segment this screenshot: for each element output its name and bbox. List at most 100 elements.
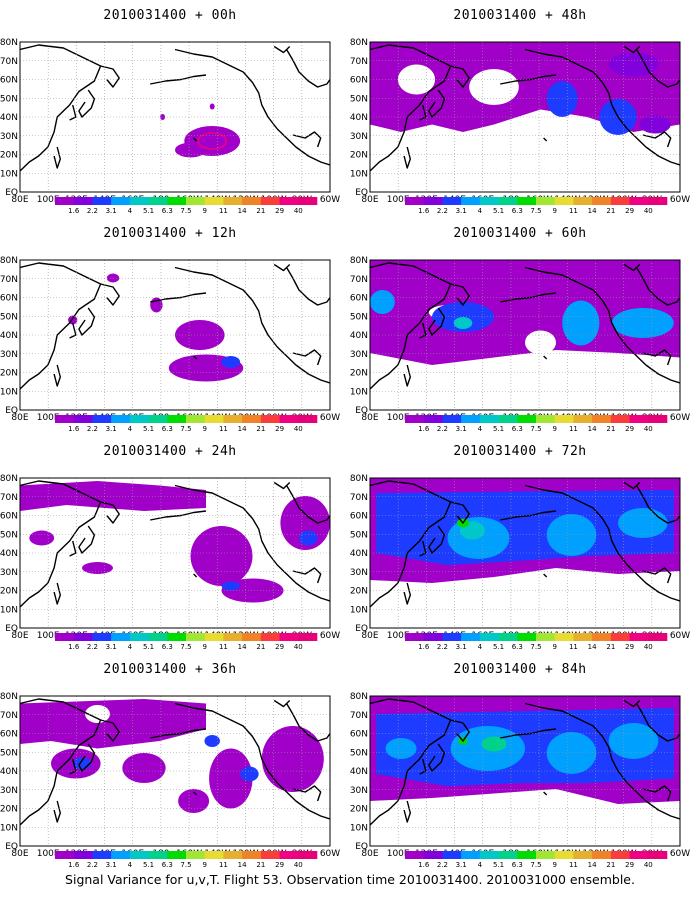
variance-contour (453, 317, 473, 329)
variance-field (160, 103, 241, 158)
colorbar-label: 14 (588, 643, 597, 651)
coastline (273, 699, 291, 708)
coastline (419, 540, 427, 557)
variance-contour (611, 308, 674, 338)
colorbar-swatch (260, 633, 280, 641)
variance-contour (618, 508, 668, 538)
colorbar-label: 2.2 (437, 643, 448, 651)
colorbar-label: 3.1 (456, 425, 467, 433)
map-frame (19, 259, 331, 411)
lat-label: 80N (0, 474, 18, 484)
lat-label: EQ (5, 406, 18, 416)
variance-field (370, 42, 680, 135)
colorbar-label: 1.6 (68, 425, 80, 433)
coastline (292, 349, 322, 366)
coastline (543, 791, 548, 796)
coastline (69, 540, 77, 557)
variance-contour (160, 114, 166, 120)
grid-lines (370, 260, 680, 410)
colorbar-swatch (517, 197, 537, 205)
lon-label: 80E (11, 631, 28, 641)
colorbar-label: 11 (569, 643, 578, 651)
colorbar-swatch (461, 633, 481, 641)
variance-contour (525, 330, 556, 355)
colorbar-label: 2.2 (437, 207, 448, 215)
colorbar-label: 4 (478, 207, 483, 215)
lat-label: 30N (350, 568, 368, 578)
variance-contour-high (197, 132, 227, 150)
colorbar-label: 3.1 (106, 207, 117, 215)
colorbar-swatch (129, 851, 149, 859)
colorbar-label: 9 (202, 643, 206, 651)
colorbar-swatch (423, 851, 443, 859)
lat-label: 10N (350, 169, 368, 179)
colorbar-swatch (536, 197, 556, 205)
lat-label: 40N (350, 113, 368, 123)
colorbar-swatch (517, 633, 537, 641)
colorbar: 1.6 2.2 3.1 4 5.1 6.3 7.5 9 11 14 21 29 40 (55, 633, 318, 651)
lat-label: 20N (350, 369, 368, 379)
coastline (20, 262, 102, 390)
colorbar-label: 40 (294, 643, 303, 651)
map-frame (19, 477, 331, 629)
colorbar-swatch (554, 851, 574, 859)
variance-contour (221, 356, 241, 368)
lat-label: 40N (0, 113, 18, 123)
lat-label: 20N (0, 587, 18, 597)
colorbar-swatch (554, 197, 574, 205)
colorbar-label: 4 (128, 207, 133, 215)
panel-title: 2010031400 + 00h (103, 8, 237, 23)
lat-label: 50N (0, 748, 18, 758)
coastlines (370, 698, 680, 826)
colorbar-swatch (498, 197, 518, 205)
colorbar-label: 14 (588, 861, 597, 869)
lat-label: 30N (350, 350, 368, 360)
colorbar-swatch (111, 197, 131, 205)
lat-label: 80N (350, 38, 368, 48)
variance-contour (240, 766, 259, 782)
coastline (193, 137, 198, 142)
colorbar-label: 5.1 (493, 425, 504, 433)
coastline (78, 525, 96, 554)
colorbar-swatch (442, 415, 462, 423)
colorbar-swatch (517, 415, 537, 423)
colorbar-label: 21 (606, 207, 615, 215)
map-panel-36h: 2010031400 + 36h 80N 70N 60N 50N 40N 30N 20N 10… (0, 654, 340, 869)
lon-label: 100E (37, 849, 60, 859)
colorbar-label: 40 (644, 861, 653, 869)
colorbar-label: 5.1 (143, 861, 154, 869)
colorbar-label: 29 (625, 643, 634, 651)
variance-contour (85, 705, 110, 723)
colorbar-swatch (405, 197, 425, 205)
colorbar-swatch (573, 851, 593, 859)
colorbar-swatch (648, 633, 668, 641)
colorbar-swatch (498, 633, 518, 641)
colorbar-label: 29 (625, 207, 634, 215)
coastline (543, 137, 548, 142)
colorbar-swatch (461, 197, 481, 205)
lon-label: 60W (670, 849, 690, 859)
colorbar-swatch (279, 415, 299, 423)
coastline (524, 484, 680, 602)
map-panel-48h: 2010031400 + 48h 80N 70N 60N 50N 40N 30N 20N 10… (350, 0, 690, 215)
colorbar-label: 4 (128, 643, 133, 651)
lat-label: 80N (0, 256, 18, 266)
colorbar-swatch (204, 851, 224, 859)
colorbar-label: 6.3 (162, 861, 173, 869)
coastline (642, 785, 672, 802)
colorbar-swatch (648, 851, 668, 859)
colorbar-swatch (629, 197, 649, 205)
coastline (150, 74, 207, 85)
grid-lines (370, 42, 680, 192)
colorbar-swatch (461, 415, 481, 423)
coastline (150, 292, 207, 303)
coastline (53, 364, 61, 387)
colorbar-swatch (423, 633, 443, 641)
lat-label: EQ (355, 188, 368, 198)
variance-contour (122, 753, 166, 783)
colorbar-label: 4 (478, 425, 483, 433)
colorbar-swatch (592, 415, 612, 423)
lon-label: 60W (670, 413, 690, 423)
variance-field (20, 699, 324, 813)
colorbar-label: 7.5 (180, 643, 191, 651)
